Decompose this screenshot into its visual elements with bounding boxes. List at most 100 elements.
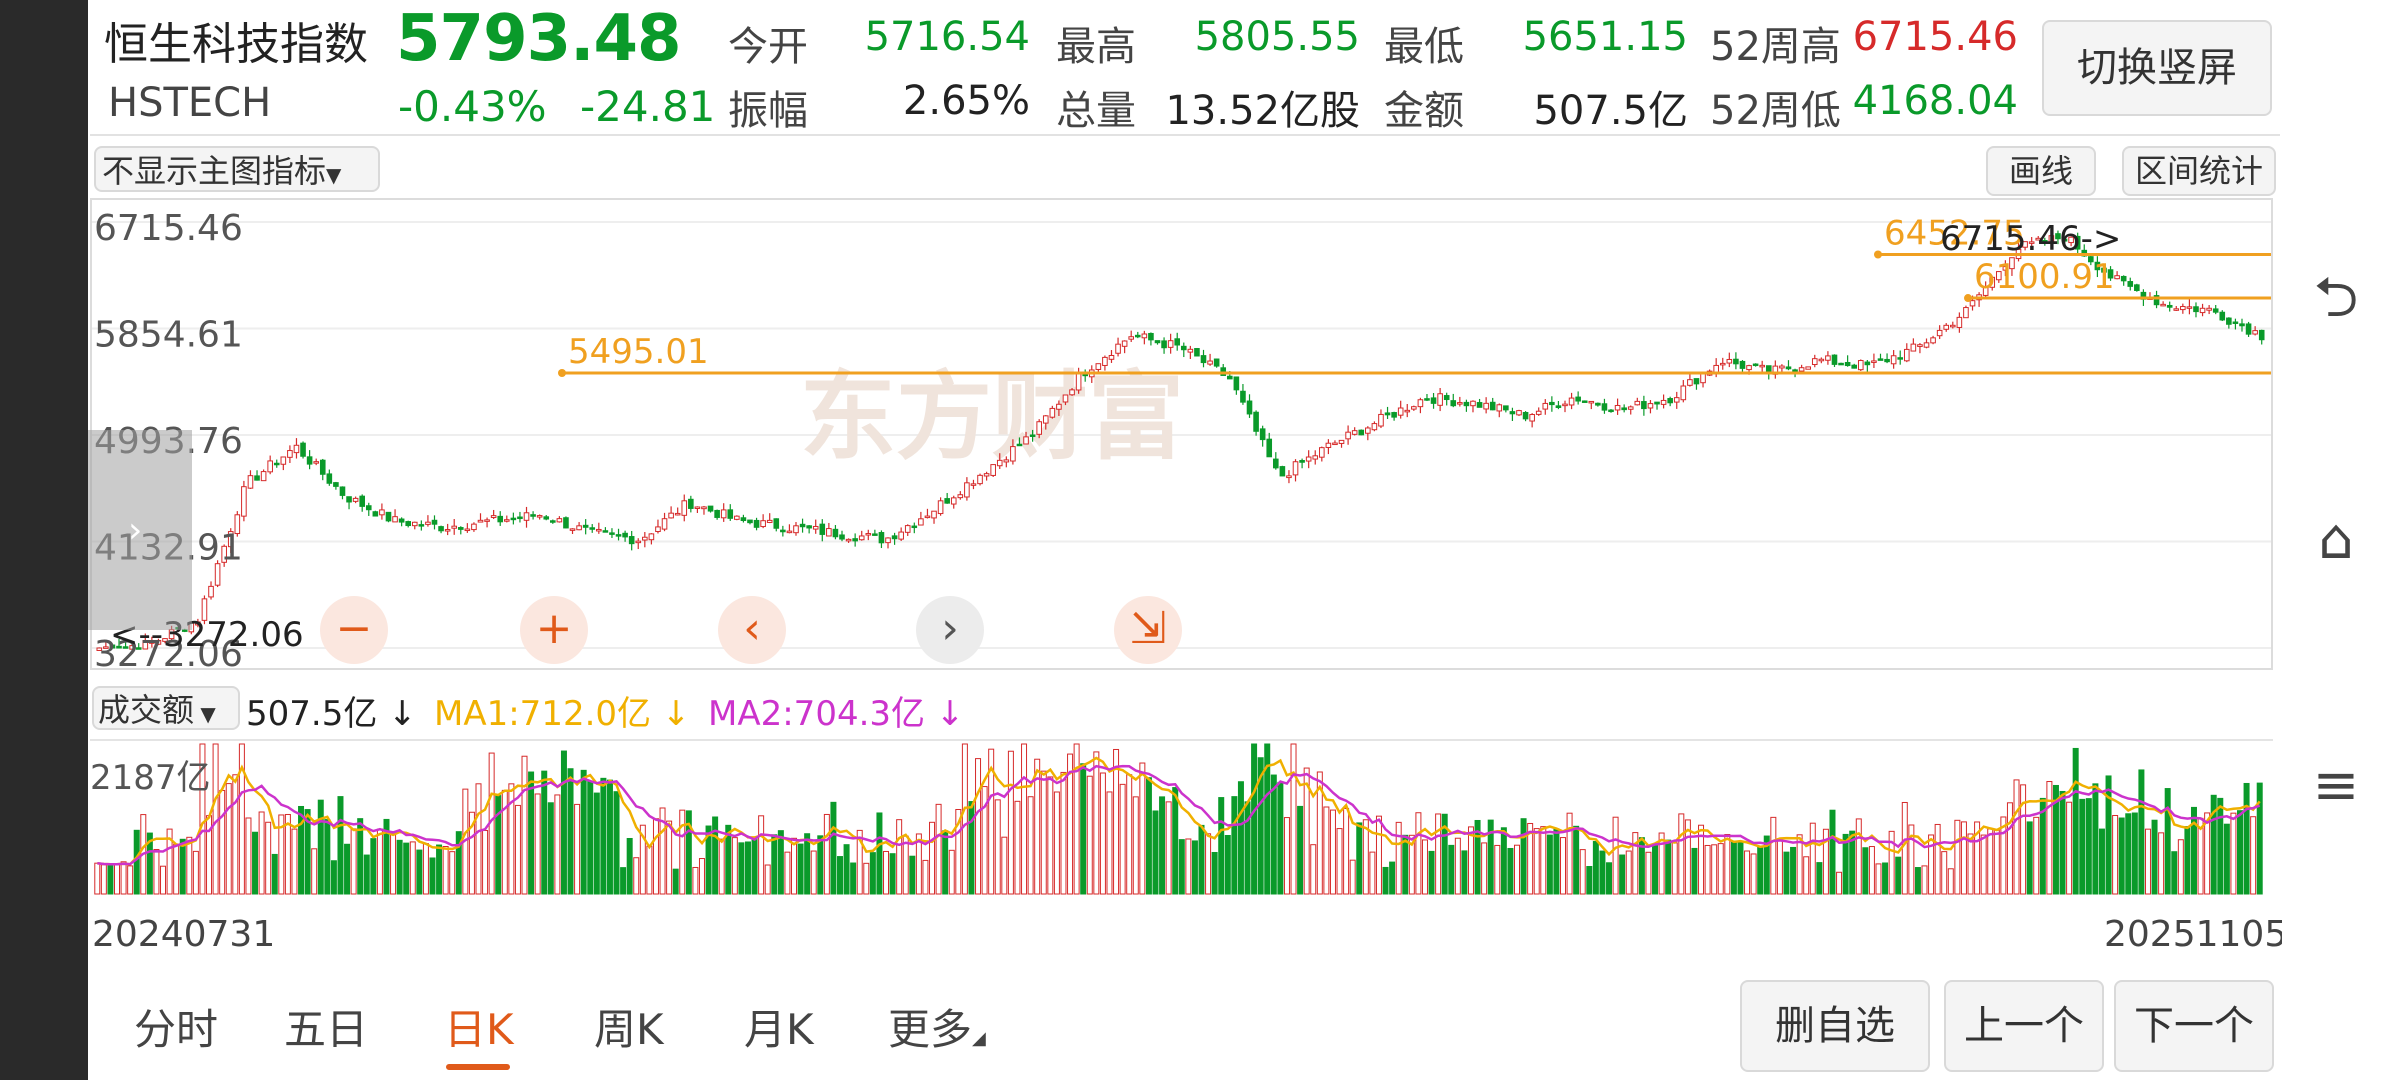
volume-bar [1895, 856, 1902, 895]
volume-bar [2151, 819, 2158, 895]
candle-body [1115, 343, 1121, 354]
back-icon[interactable]: ⮌ [2313, 265, 2359, 330]
volume-bar [1441, 813, 1448, 895]
volume-bar [1533, 828, 1540, 895]
menu-icon[interactable]: ≡ [2312, 753, 2360, 818]
volume-bar [324, 819, 331, 895]
volume-bar [337, 796, 344, 895]
candle-body [2134, 284, 2140, 291]
volume-bar [1073, 743, 1080, 895]
volume-bar [1632, 832, 1639, 895]
shrink-button[interactable]: ⇲ [1114, 596, 1182, 664]
volume-bar [922, 859, 929, 895]
candle-body [918, 518, 924, 526]
volume-bar [1356, 822, 1363, 895]
candle-body [530, 514, 536, 517]
volume-bar [2039, 797, 2046, 895]
volume-bar [1888, 830, 1895, 895]
main-indicator-select[interactable]: 不显示主图指标▼ [94, 146, 380, 192]
volume-bar [1776, 838, 1783, 895]
candle-body [2107, 269, 2114, 279]
volume-bar [1842, 833, 1849, 895]
candle-body [398, 518, 405, 523]
candle-body [287, 450, 293, 458]
candle-body [1996, 271, 2002, 281]
volume-bar [567, 768, 574, 895]
zoom-in-button[interactable]: + [520, 596, 588, 664]
volume-bar [902, 835, 909, 895]
candle-body [267, 460, 273, 473]
candle-body [701, 506, 707, 510]
tab-weekly-k[interactable]: 周K [594, 1005, 664, 1054]
candle-body [2199, 307, 2206, 314]
candle-body [1246, 400, 1253, 415]
candle-body [596, 528, 602, 532]
tab-five-day[interactable]: 五日 [284, 1005, 369, 1054]
drawn-line-label: 5495.01 [568, 332, 709, 372]
volume-indicator-select[interactable]: 成交额 ▼ [92, 686, 240, 730]
volume-bar [626, 837, 633, 895]
volume-bar [1067, 753, 1074, 895]
previous-item-button[interactable]: 上一个 [1944, 980, 2104, 1072]
candle-body [2022, 241, 2028, 248]
candle-body [1811, 358, 1818, 366]
tab-monthly-k[interactable]: 月K [744, 1005, 814, 1054]
candle-body [1936, 329, 1943, 337]
candle-body [1167, 340, 1174, 348]
chart-drag-handle[interactable]: › [88, 430, 192, 630]
candle-body [1404, 409, 1411, 413]
volume-bar [2158, 832, 2165, 895]
next-item-button[interactable]: 下一个 [2114, 980, 2274, 1072]
volume-bar [2164, 788, 2171, 895]
volume-bar [1921, 865, 1928, 895]
scroll-left-button[interactable]: ‹ [718, 596, 786, 664]
candle-body [1608, 409, 1614, 413]
stat-value: 5716.54 [864, 14, 1030, 60]
candle-body [924, 515, 931, 519]
volume-bar [2236, 810, 2243, 895]
candle-body [1075, 372, 1082, 391]
candle-body [2042, 240, 2048, 243]
tab-intraday[interactable]: 分时 [134, 1005, 219, 1054]
volume-bar [1040, 770, 1047, 895]
candle-body [195, 621, 201, 626]
volume-bar [961, 743, 968, 895]
tab-daily-k[interactable]: 日K [444, 1005, 514, 1054]
volume-bar [810, 850, 817, 895]
remove-watchlist-button[interactable]: 删自选 [1740, 980, 1930, 1072]
candle-body [1627, 406, 1634, 410]
volume-bar [528, 771, 535, 895]
candle-body [747, 519, 753, 524]
x-axis-end-date: 20251105 [2104, 914, 2288, 955]
drawn-line-anchor[interactable] [1874, 250, 1882, 259]
candle-body [898, 531, 904, 540]
candle-body [1719, 362, 1726, 366]
candle-body [576, 525, 582, 531]
volume-bar [2125, 813, 2132, 895]
volume-bar [1257, 757, 1264, 895]
candle-body [1621, 407, 1627, 411]
volume-bar [646, 845, 653, 895]
volume-ma2-line [97, 764, 2261, 866]
drawn-line-anchor[interactable] [1964, 294, 1972, 303]
switch-portrait-button[interactable]: 切换竖屏 [2042, 20, 2272, 116]
volume-bar [659, 807, 666, 895]
drawn-line-anchor[interactable] [558, 368, 566, 377]
volume-chart[interactable]: 2187亿 [90, 736, 2273, 896]
volume-bar [1737, 841, 1744, 895]
volume-bar [1836, 871, 1843, 895]
candle-body [260, 471, 267, 482]
candle-body [1332, 442, 1338, 446]
volume-bar [1560, 837, 1567, 895]
volume-bar [672, 868, 679, 895]
home-icon[interactable]: ⌂ [2318, 507, 2354, 572]
candle-body [964, 482, 970, 498]
candle-body [1108, 354, 1115, 360]
scroll-right-button[interactable]: › [916, 596, 984, 664]
candle-body [904, 525, 911, 533]
zoom-out-button[interactable]: − [320, 596, 388, 664]
range-stats-button[interactable]: 区间统计 [2122, 146, 2276, 196]
kline-chart[interactable]: 东方财富 5495.01 6452.75 6100.91 6715.46 5854.6… [90, 198, 2273, 670]
draw-line-button[interactable]: 画线 [1986, 146, 2096, 196]
tab-more[interactable]: 更多◢ [888, 996, 986, 1057]
